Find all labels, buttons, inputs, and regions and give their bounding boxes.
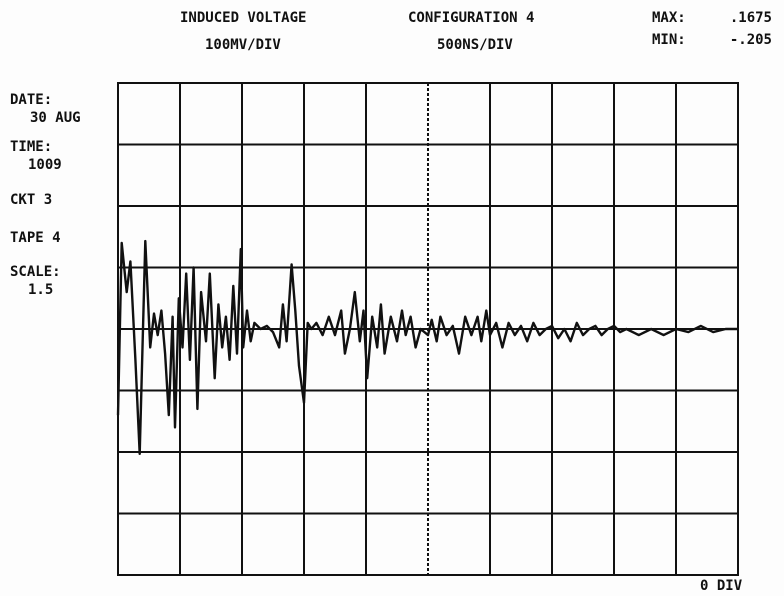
date-label: DATE: — [10, 92, 52, 108]
tape: TAPE 4 — [10, 230, 61, 246]
footer: 0 DIV — [700, 578, 743, 594]
scale: 1.5 — [28, 282, 53, 298]
max-label: MAX: — [652, 10, 686, 26]
circuit: CKT 3 — [10, 192, 52, 208]
date: 30 AUG — [30, 110, 81, 126]
horizontal-scale: 500NS/DIV — [437, 37, 513, 53]
title: INDUCED VOLTAGE — [180, 10, 306, 26]
vertical-scale: 100MV/DIV — [205, 37, 281, 53]
scale-label: SCALE: — [10, 264, 61, 280]
max-value: .1675 — [730, 10, 772, 26]
configuration: CONFIGURATION 4 — [408, 10, 534, 26]
waveform — [116, 239, 738, 455]
min-label: MIN: — [652, 32, 686, 48]
time: 1009 — [28, 157, 62, 173]
time-label: TIME: — [10, 139, 52, 155]
min-value: -.205 — [730, 32, 772, 48]
